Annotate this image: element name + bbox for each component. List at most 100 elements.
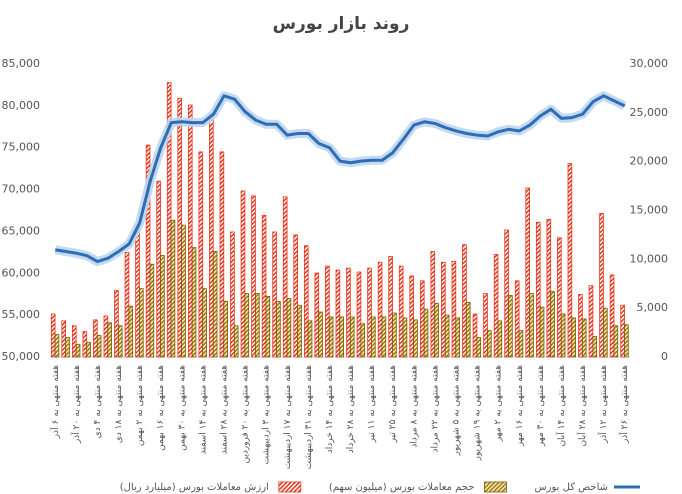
legend-label: حجم معاملات بورس (میلیون سهم) [329,482,475,493]
y2-tick-label: 30,000 [630,57,669,70]
y-tick-label: 65,000 [2,224,41,237]
bar [483,293,488,358]
bar [476,337,482,358]
bar [504,229,509,358]
bar [255,293,260,358]
bar [156,180,161,358]
legend-swatch [278,481,302,493]
x-tick-label: هفته منتهی به ۳۰ مهر [536,365,546,447]
bar [599,213,604,358]
bar [377,261,383,358]
bar [293,234,299,358]
x-tick-label: هفته منتهی به ۲۸ اسفند [220,365,230,454]
bar [624,324,629,358]
bar [508,295,513,358]
bar [529,293,534,358]
legend-item: شاخص کل بورس [534,482,640,493]
bar [181,224,186,358]
bar [581,318,587,358]
bar [318,311,323,358]
bar [434,302,439,358]
x-tick-label: هفته منتهی به ۳ اردیبهشت [262,365,272,465]
bar [465,301,471,358]
bar [187,104,193,358]
bar [367,267,372,358]
bar [550,291,555,358]
x-tick-label: هفته منتهی به ۲۶ آذر [618,365,630,444]
x-tick-label: هفته منتهی به ۲۲ مرداد [430,365,440,453]
x-tick-label: هفته منتهی به ۱۹ شهریور [473,365,483,462]
bar [282,196,288,358]
bar [198,151,204,358]
x-tick-label: هفته منتهی به ۱۶ بهمن [156,365,166,451]
y-tick-label: 85,000 [2,57,41,70]
x-tick-label: هفته منتهی به ۱۴ خرداد [325,365,335,453]
bar [444,314,450,358]
x-tick-label: هفته منتهی به ۲۸ آبان [576,365,588,447]
x-tick-label: هفته منتهی به ۵ شهریور [452,365,462,457]
bar [346,267,351,358]
bar [240,190,246,358]
y-tick-label: 55,000 [2,308,41,321]
bar [381,316,387,358]
legend-item: حجم معاملات بورس (میلیون سهم) [329,481,507,493]
bar [392,312,397,358]
bar [451,260,457,358]
bar [314,272,320,358]
x-tick-label: هفته منتهی به ۳۰ بهمن [177,365,187,451]
bar [191,247,197,358]
chart-title: روند بازار بورس [273,14,410,34]
bar [603,307,608,358]
bar [402,317,408,358]
x-tick-label: هفته منتهی به ۸ مرداد [409,365,419,448]
bar [307,320,313,358]
bar [455,317,460,358]
x-tick-label: هفته منتهی به ۲ مهر [494,365,504,443]
bar [328,316,334,358]
legend-swatch [484,481,507,493]
bar [539,306,545,358]
legend-item: ارزش معاملات بورس (میلیارد ریال) [120,481,302,493]
bar [272,231,277,358]
bar [419,280,425,358]
y-tick-label: 50,000 [2,350,41,363]
bar [430,251,436,358]
bar [388,256,393,358]
bar [212,251,218,358]
bar [107,322,112,358]
bar [170,219,176,358]
y-tick-label: 75,000 [2,141,41,154]
bar [209,114,214,358]
x-tick-label: هفته منتهی به ۱۸ دی [114,365,124,444]
bar [50,313,56,358]
bar [149,263,155,358]
bar [135,224,140,358]
x-tick-label: هفته منتهی به ۱۷ اردیبهشت [283,365,293,470]
bar [487,330,492,358]
bar [613,325,619,358]
x-tick-label: هفته منتهی به ۱۴ اسفند [198,365,208,454]
x-tick-label: هفته منتهی به ۲ بهمن [135,365,145,446]
bar [251,195,256,358]
bar [546,218,552,358]
bar [535,221,541,358]
x-tick-label: هفته منتهی به ۴ دی [93,365,103,439]
bar [571,317,576,358]
bar [409,275,415,358]
bar [303,245,309,358]
x-tick-label: هفته منتهی به ۲۰ آذر [70,365,82,444]
bar [592,336,598,358]
y2-tick-label: 0 [661,350,668,363]
bar [525,187,531,358]
bar [588,285,594,358]
bar [339,316,344,358]
bar [86,341,91,358]
bar [462,244,467,358]
x-tick-label: هفته منتهی به ۱۶ مهر [515,365,525,447]
x-tick-label: هفته منتهی به ۳۱ اردیبهشت [304,365,314,470]
bar [349,316,355,358]
bar [219,151,225,358]
bar [230,231,235,358]
x-tick-label: هفته منتهی به ۲۵ تیر [388,365,398,444]
